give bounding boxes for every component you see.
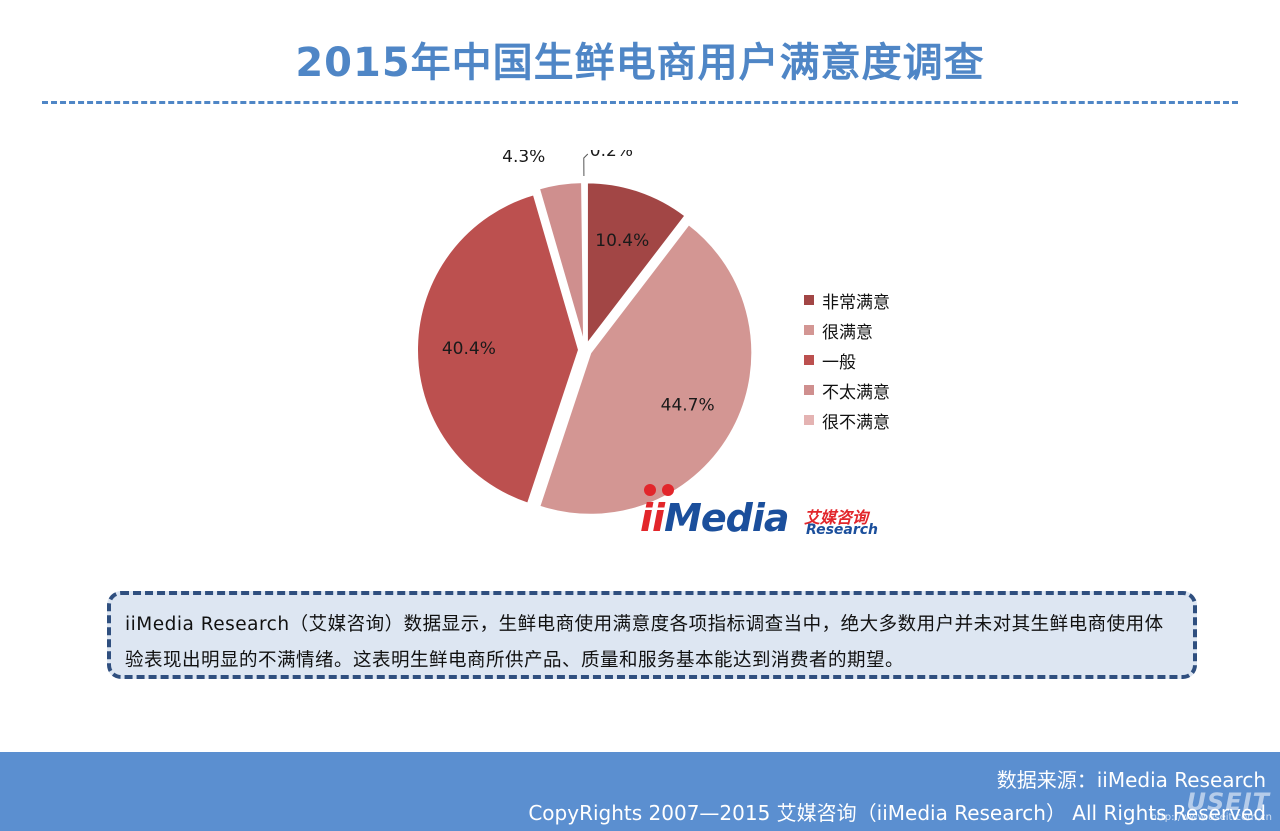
- pie-label-very-satisfied: 10.4%: [595, 231, 649, 251]
- legend-label: 非常满意: [822, 292, 890, 313]
- pie-value-labels: 10.4% 44.7% 40.4% 4.3% 0.2%: [442, 150, 715, 415]
- legend-swatch: [804, 325, 814, 335]
- pie-leader-lines: [583, 153, 589, 177]
- pie-slices: [416, 181, 754, 516]
- pie-label-dissatisfied: 4.3%: [502, 150, 545, 167]
- page-title: 2015年中国生鲜电商用户满意度调查: [295, 40, 985, 86]
- leader-line-very-dissatisfied: [583, 153, 589, 177]
- legend-item-dissatisfied: 不太满意: [804, 375, 964, 405]
- logo-wordmark: iiMedia: [640, 496, 790, 540]
- chart-legend: 非常满意很满意一般不太满意很不满意: [804, 285, 964, 435]
- useit-watermark: USEIT: [1186, 788, 1270, 816]
- title-divider: [42, 101, 1238, 104]
- pie-label-neutral: 40.4%: [442, 339, 496, 359]
- legend-swatch: [804, 355, 814, 365]
- pie-label-satisfied: 44.7%: [661, 395, 715, 415]
- data-source: 数据来源：iiMedia Research: [996, 768, 1266, 792]
- pie-chart: 10.4% 44.7% 40.4% 4.3% 0.2%: [416, 150, 754, 516]
- pie-slice-neutral: [416, 193, 581, 505]
- legend-label: 很不满意: [822, 412, 890, 433]
- summary-note: iiMedia Research（艾媒咨询）数据显示，生鲜电商使用满意度各项指标…: [107, 591, 1197, 679]
- legend-item-very-dissatisfied: 很不满意: [804, 405, 964, 435]
- legend-item-neutral: 一般: [804, 345, 964, 375]
- footer-bar: 数据来源：iiMedia Research CopyRights 2007—20…: [0, 752, 1280, 831]
- logo-ii: ii: [640, 496, 665, 540]
- logo-chinese-name: 艾媒咨询: [804, 508, 869, 527]
- pie-slice-very-dissatisfied: [581, 181, 586, 345]
- summary-note-text: iiMedia Research（艾媒咨询）数据显示，生鲜电商使用满意度各项指标…: [125, 614, 1164, 671]
- legend-swatch: [804, 385, 814, 395]
- pie-label-very-dissatisfied: 0.2%: [590, 150, 633, 161]
- pie-slice-satisfied: [538, 222, 754, 516]
- logo-media: Media: [664, 496, 789, 540]
- pie-slice-very-satisfied: [585, 181, 687, 348]
- legend-swatch: [804, 415, 814, 425]
- copyright: CopyRights 2007—2015 艾媒咨询（iiMedia Resear…: [528, 801, 1266, 825]
- legend-label: 一般: [822, 352, 856, 373]
- logo-dots-icon: [642, 484, 682, 504]
- legend-label: 不太满意: [822, 382, 890, 403]
- legend-item-very-satisfied: 非常满意: [804, 285, 964, 315]
- logo-research: Research: [806, 522, 879, 538]
- legend-item-satisfied: 很满意: [804, 315, 964, 345]
- legend-label: 很满意: [822, 322, 873, 343]
- useit-watermark-url: http://www.useit.com.cn: [1150, 812, 1272, 823]
- imedia-logo: iiMedia 艾媒咨询 Research: [640, 484, 880, 544]
- legend-swatch: [804, 295, 814, 305]
